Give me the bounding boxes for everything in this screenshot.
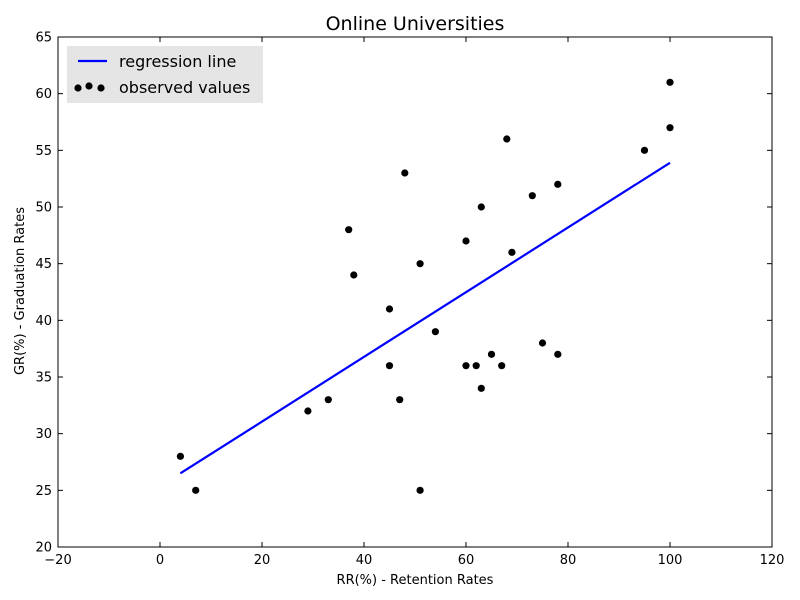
x-axis-label: RR(%) - Retention Rates [337,573,494,588]
x-tick-label: 80 [560,553,577,568]
x-tick-label: 120 [760,553,785,568]
axes: −20 0 20 40 60 80 100 120 20 25 30 35 40 45 50 55 60 65 [35,31,784,569]
legend-marker-swatch [97,84,105,92]
y-tick-label: 65 [35,31,52,46]
y-tick-label: 50 [35,201,52,216]
y-tick-label: 30 [35,427,52,442]
data-point-14 [462,237,470,245]
x-tick-label: 0 [156,553,164,568]
data-point-27 [640,146,649,154]
data-point-6 [350,271,358,279]
data-point-15 [462,362,470,370]
y-tick-label: 45 [35,257,52,272]
data-point-3 [304,407,312,415]
data-point-10 [401,169,409,177]
plot-frame [57,36,773,548]
y-axis-label: GR(%) - Graduation Rates [13,207,28,375]
y-tick-label: 20 [35,541,52,556]
data-point-19 [487,350,496,358]
data-point-26 [554,350,562,358]
x-tick-label: 100 [658,553,683,568]
data-point-13 [431,328,439,336]
data-point-24 [538,339,547,347]
y-tick-label: 55 [35,144,52,159]
x-tick-label: −20 [44,553,71,568]
chart-title: Online Universities [326,13,505,35]
data-point-21 [503,135,511,143]
data-point-28 [666,78,674,86]
data-point-8 [385,362,394,370]
data-point-25 [554,180,562,188]
legend-entry-label: regression line [119,52,236,71]
data-point-2 [192,486,200,494]
legend-marker-swatch [85,82,93,90]
data-point-23 [528,192,536,200]
data-point-17 [477,203,485,211]
data-point-12 [416,486,424,494]
y-tick-label: 40 [35,314,52,329]
data-point-5 [345,226,353,234]
data-point-29 [666,124,674,132]
data-point-11 [416,260,424,268]
data-point-7 [385,305,394,313]
x-tick-label: 40 [356,553,373,568]
legend-box [67,46,263,103]
data-point-9 [396,396,404,404]
y-tick-label: 60 [35,87,52,102]
data-point-16 [472,362,480,370]
legend: regression line observed values [67,46,263,103]
y-tick-label: 25 [35,484,52,499]
x-tick-label: 20 [254,553,271,568]
legend-entry-label: observed values [119,78,250,97]
data-point-20 [498,362,506,370]
regression-line [179,161,671,475]
legend-marker-swatch [74,84,82,92]
data-point-22 [508,248,516,256]
plot-area [176,78,674,494]
data-point-1 [176,452,184,460]
data-point-4 [324,396,332,404]
y-tick-label: 35 [35,371,52,386]
data-point-18 [477,384,485,392]
x-tick-label: 60 [458,553,475,568]
